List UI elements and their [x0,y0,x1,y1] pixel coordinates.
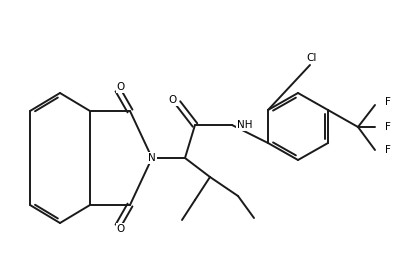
Text: O: O [117,82,125,92]
Text: NH: NH [237,120,252,130]
Text: O: O [168,95,177,105]
Text: F: F [384,97,390,107]
Text: F: F [384,145,390,155]
Text: N: N [148,153,156,163]
Text: F: F [384,122,390,132]
Text: Cl: Cl [306,53,316,63]
Text: O: O [117,224,125,234]
